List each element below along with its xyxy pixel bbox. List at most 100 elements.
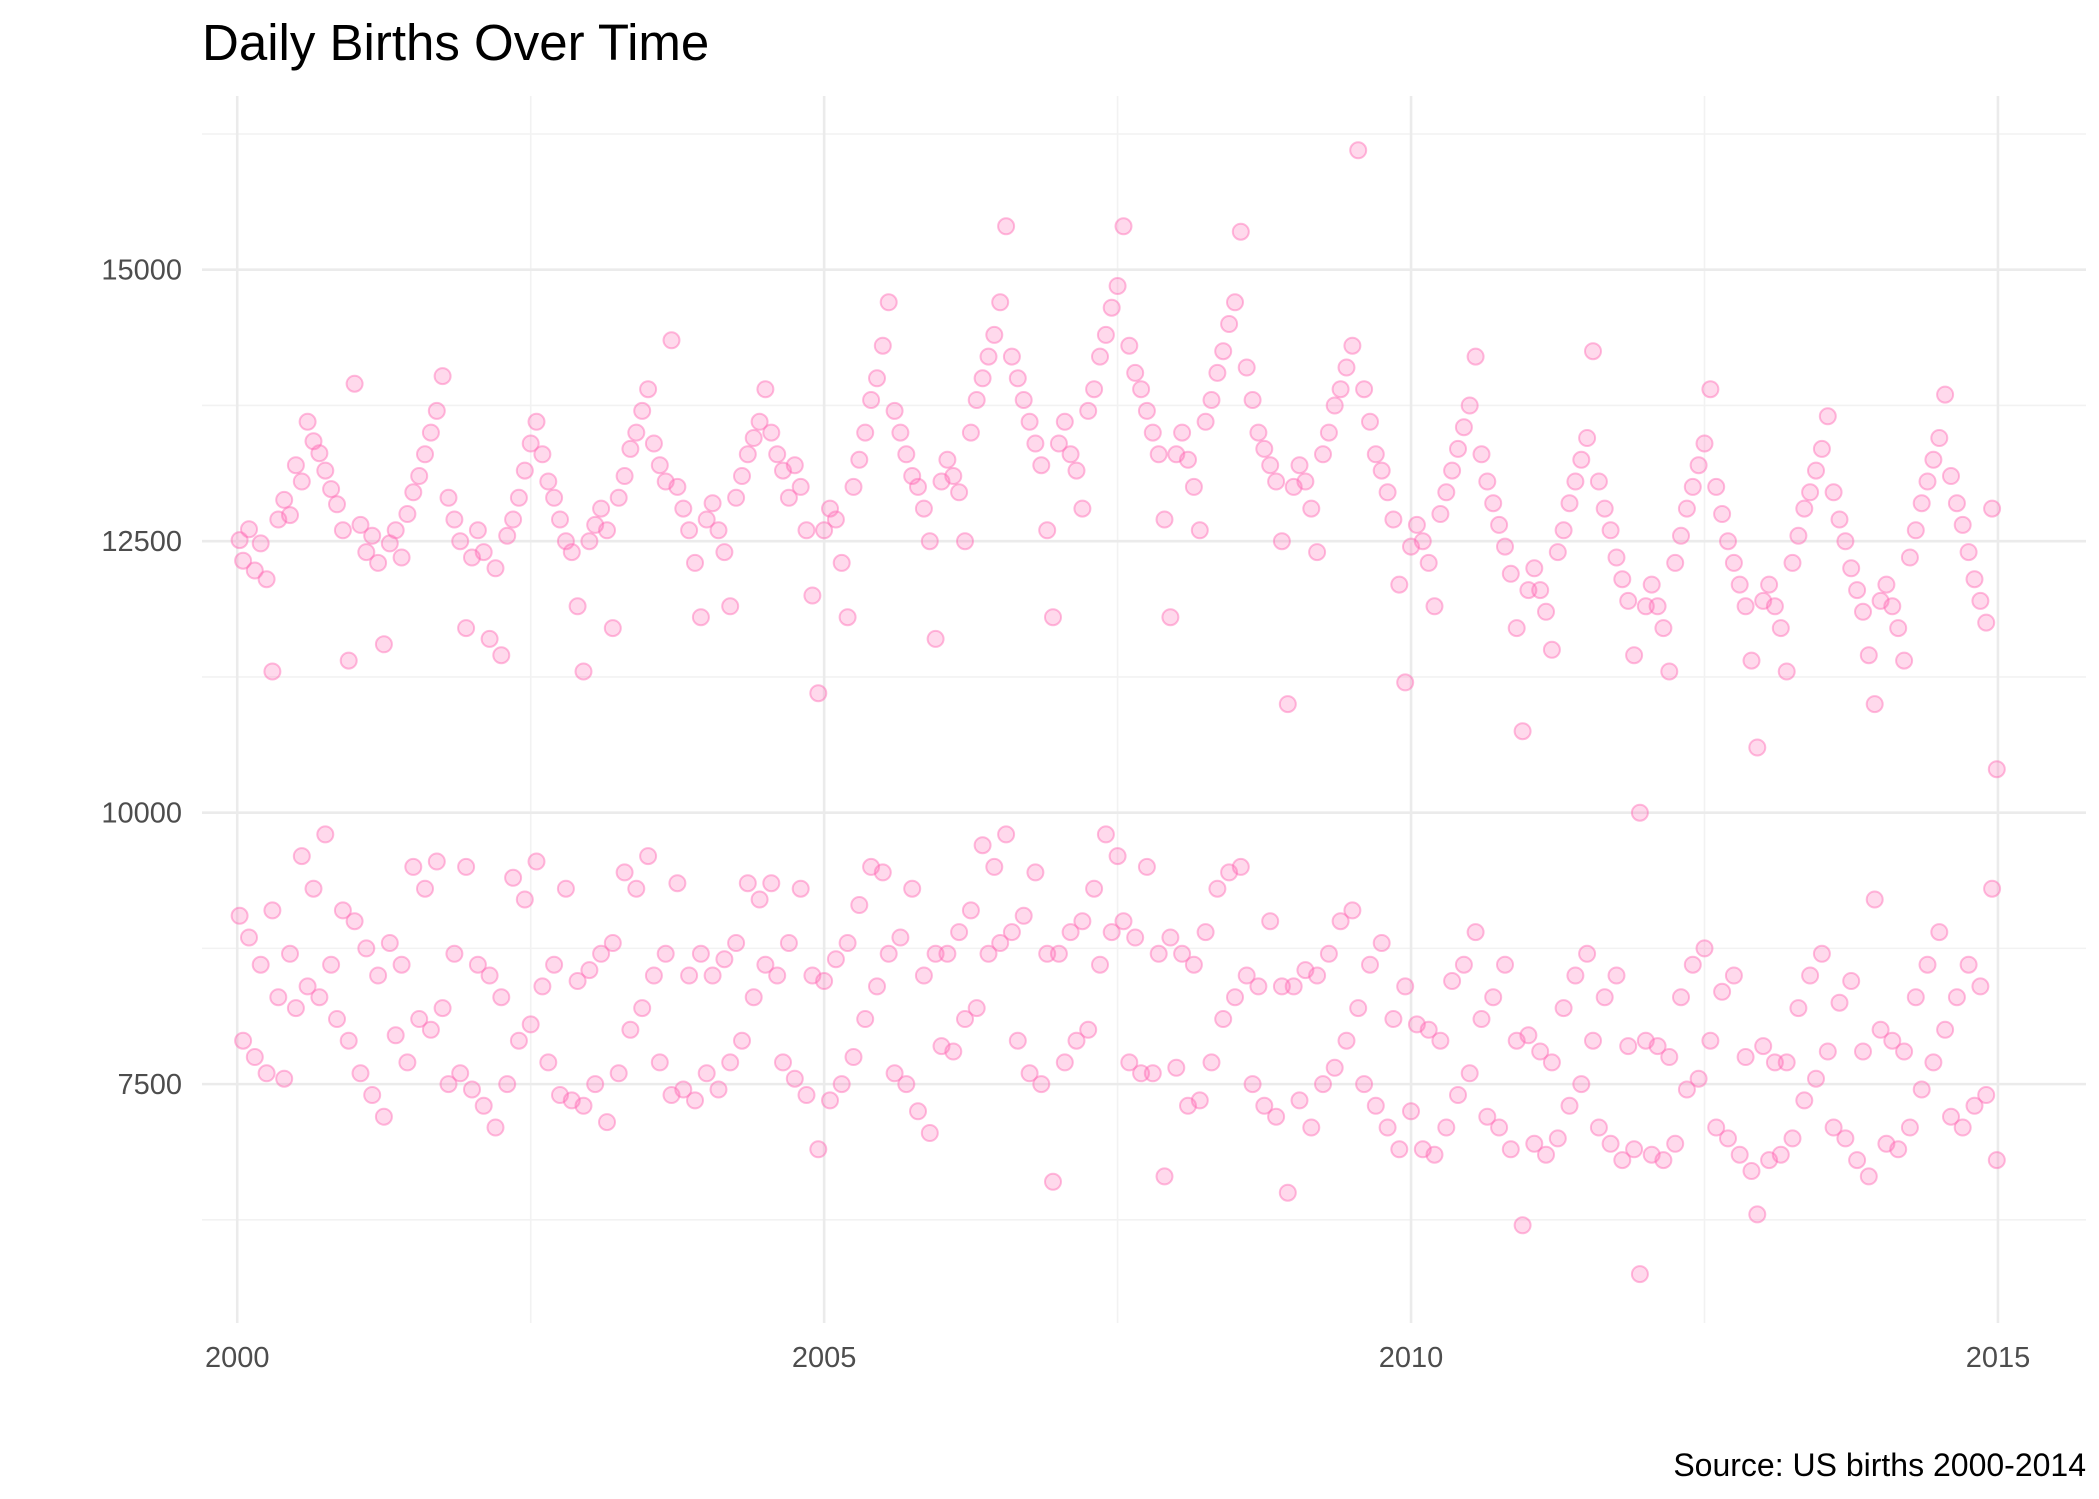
data-point <box>1501 564 1520 583</box>
data-point <box>1490 515 1509 534</box>
data-point <box>286 999 305 1018</box>
data-point <box>1278 1183 1297 1202</box>
data-point <box>1830 510 1849 529</box>
data-point <box>292 472 311 491</box>
data-point <box>768 445 787 464</box>
data-point <box>633 401 652 420</box>
data-point <box>1413 1140 1432 1159</box>
data-point <box>639 847 658 866</box>
data-point <box>621 1020 640 1039</box>
data-point <box>885 401 904 420</box>
data-point <box>1859 646 1878 665</box>
data-point <box>1202 1053 1221 1072</box>
data-point <box>427 852 446 871</box>
data-point <box>1918 472 1937 491</box>
data-point <box>492 646 511 665</box>
data-point <box>1983 499 2002 518</box>
data-point <box>1983 879 2002 898</box>
data-point <box>1137 401 1156 420</box>
data-point <box>1308 543 1327 562</box>
data-point <box>1795 499 1814 518</box>
data-point <box>592 499 611 518</box>
data-point <box>932 1037 951 1056</box>
data-point <box>533 445 552 464</box>
data-point <box>785 1069 804 1088</box>
data-point <box>703 494 722 513</box>
data-point <box>1765 1053 1784 1072</box>
data-point <box>1067 1031 1086 1050</box>
data-point <box>1361 955 1379 974</box>
data-point <box>1630 803 1649 822</box>
data-point <box>838 934 857 952</box>
data-point <box>1143 423 1162 442</box>
data-point <box>380 534 399 553</box>
data-point <box>650 456 669 475</box>
data-point <box>1953 515 1972 534</box>
data-point <box>1126 928 1145 947</box>
data-point <box>856 423 875 442</box>
data-point <box>1413 532 1432 551</box>
data-point <box>1947 494 1966 513</box>
data-point <box>1654 619 1673 638</box>
data-point <box>1519 581 1538 600</box>
data-point <box>1889 619 1908 638</box>
data-point <box>627 423 646 442</box>
data-point <box>1736 597 1755 616</box>
data-point <box>1067 461 1086 480</box>
data-point <box>1196 923 1215 942</box>
data-point <box>551 1086 569 1104</box>
data-point <box>1783 553 1802 572</box>
data-point <box>862 857 881 876</box>
data-point <box>1795 1091 1814 1110</box>
data-point <box>1085 879 1104 898</box>
data-point <box>1807 461 1825 480</box>
data-point <box>850 450 869 469</box>
data-point <box>1836 1129 1855 1148</box>
data-point <box>1513 1216 1532 1235</box>
data-point <box>1044 1172 1062 1191</box>
data-point <box>333 901 352 920</box>
data-point <box>1173 423 1192 442</box>
data-point <box>733 467 751 485</box>
data-point <box>1595 499 1614 518</box>
data-point <box>480 629 499 648</box>
data-point <box>1214 1010 1233 1028</box>
data-point <box>1096 325 1115 344</box>
data-point <box>1578 944 1597 963</box>
data-point <box>1707 477 1726 496</box>
data-point <box>369 553 388 572</box>
data-point <box>1261 456 1280 475</box>
data-point <box>281 944 299 963</box>
data-point <box>603 619 622 638</box>
data-point <box>1255 1096 1274 1115</box>
data-point <box>1296 472 1315 491</box>
data-point <box>1091 347 1109 366</box>
data-point <box>926 629 945 648</box>
data-point <box>832 1075 851 1094</box>
data-point <box>1449 439 1467 458</box>
data-point <box>468 955 487 974</box>
data-point <box>1584 342 1602 361</box>
data-point <box>1049 944 1068 963</box>
data-point <box>386 521 405 540</box>
data-point <box>1630 1265 1649 1284</box>
data-point <box>1554 521 1573 540</box>
data-point <box>1237 966 1256 985</box>
data-point <box>1507 619 1526 638</box>
data-point <box>1807 1069 1825 1088</box>
data-point <box>938 450 957 469</box>
data-point <box>1642 575 1661 594</box>
data-point <box>1384 1010 1403 1028</box>
data-point <box>339 651 358 670</box>
data-point <box>879 944 898 963</box>
data-point <box>257 1064 276 1083</box>
data-point <box>680 966 699 985</box>
data-point <box>997 825 1016 844</box>
x-tick-label: 2000 <box>205 1342 270 1374</box>
data-point <box>1689 1069 1708 1088</box>
data-point <box>1443 972 1462 990</box>
data-point <box>580 532 599 551</box>
data-point <box>1143 1064 1162 1083</box>
data-point <box>539 1053 558 1072</box>
